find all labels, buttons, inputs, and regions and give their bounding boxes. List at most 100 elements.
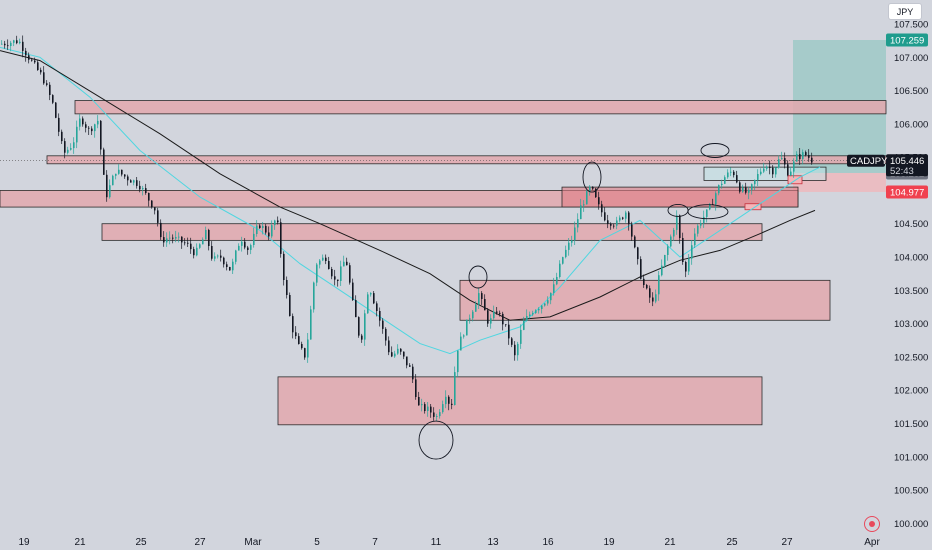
candle-body bbox=[601, 204, 603, 213]
candle-body bbox=[613, 225, 615, 227]
candle-body bbox=[376, 303, 378, 311]
candle-body bbox=[595, 188, 597, 198]
candle-body bbox=[724, 177, 726, 184]
candle-body bbox=[214, 256, 216, 259]
candle-body bbox=[664, 255, 666, 266]
candle-body bbox=[7, 45, 9, 47]
candle-body bbox=[583, 204, 585, 206]
candle-body bbox=[406, 356, 408, 366]
candle-body bbox=[121, 169, 123, 175]
candle-body bbox=[553, 284, 555, 293]
candle-body bbox=[124, 174, 126, 177]
candle-body bbox=[244, 241, 246, 248]
candle-body bbox=[538, 308, 540, 311]
candle-body bbox=[604, 212, 606, 221]
candle-body bbox=[43, 72, 45, 84]
candle-body bbox=[247, 247, 249, 250]
candle-body bbox=[652, 297, 654, 302]
candle-body bbox=[355, 300, 357, 318]
y-tick-label: 107.000 bbox=[894, 53, 928, 64]
candle-body bbox=[745, 187, 747, 193]
currency-button[interactable]: JPY bbox=[888, 3, 922, 20]
candle-body bbox=[655, 294, 657, 302]
circle-low[interactable] bbox=[418, 420, 454, 460]
candle-body bbox=[760, 171, 762, 175]
candle-body bbox=[679, 215, 681, 238]
zone-small-red-1 bbox=[787, 175, 803, 185]
candle-body bbox=[277, 220, 279, 223]
candle-body bbox=[781, 158, 783, 160]
x-tick-label: Apr bbox=[864, 537, 880, 548]
candle-body bbox=[310, 309, 312, 340]
candle-body bbox=[31, 59, 33, 61]
candle-body bbox=[589, 186, 591, 192]
zone-103-3[interactable] bbox=[459, 279, 831, 321]
target-price-tag-bg bbox=[886, 33, 928, 47]
candle-body bbox=[313, 282, 315, 310]
candle-body bbox=[544, 303, 546, 306]
candle-body bbox=[151, 200, 153, 208]
candle-body bbox=[748, 189, 750, 193]
moving-averages bbox=[0, 46, 821, 355]
candle-body bbox=[250, 245, 252, 250]
candle-body bbox=[373, 293, 375, 304]
candle-body bbox=[778, 159, 780, 168]
zone-104-4[interactable] bbox=[101, 223, 763, 241]
circle-1[interactable] bbox=[468, 265, 488, 289]
candle-body bbox=[478, 293, 480, 305]
candle-body bbox=[457, 350, 459, 373]
settings-dot bbox=[869, 521, 875, 527]
candle-body bbox=[400, 348, 402, 352]
price-axis[interactable]: 107.500107.000106.500106.000105.500105.0… bbox=[894, 20, 928, 530]
candle-body bbox=[85, 124, 87, 128]
candle-body bbox=[112, 175, 114, 186]
candle-body bbox=[499, 312, 501, 314]
candle-body bbox=[763, 168, 765, 172]
candle-body bbox=[805, 152, 807, 155]
candle-body bbox=[430, 406, 432, 413]
candle-body bbox=[142, 188, 144, 190]
zone-105-5[interactable] bbox=[46, 155, 887, 165]
candle-body bbox=[565, 249, 567, 258]
circle-2[interactable] bbox=[582, 161, 602, 193]
circle-4[interactable] bbox=[687, 204, 729, 220]
candle-body bbox=[766, 166, 768, 169]
zone-101-9[interactable] bbox=[277, 376, 763, 426]
candle-body bbox=[571, 240, 573, 243]
x-tick-label: 7 bbox=[372, 537, 378, 548]
candle-body bbox=[403, 351, 405, 357]
candle-body bbox=[772, 167, 774, 175]
candle-body bbox=[208, 230, 210, 246]
settings-icon[interactable] bbox=[864, 516, 880, 532]
candle-body bbox=[61, 131, 63, 142]
candle-body bbox=[412, 366, 414, 380]
candle-body bbox=[718, 185, 720, 194]
y-tick-label: 106.000 bbox=[894, 119, 928, 130]
candle-body bbox=[529, 314, 531, 316]
candle-body bbox=[130, 180, 132, 183]
candle-body bbox=[172, 237, 174, 239]
annotations[interactable] bbox=[418, 143, 730, 460]
candle-body bbox=[541, 305, 543, 309]
zones[interactable] bbox=[0, 100, 887, 426]
candle-body bbox=[625, 212, 627, 219]
circle-5[interactable] bbox=[700, 143, 730, 158]
x-tick-label: 25 bbox=[726, 537, 738, 548]
candle-body bbox=[700, 223, 702, 226]
zone-106[interactable] bbox=[74, 100, 887, 115]
candle-body bbox=[70, 148, 72, 150]
candle-body bbox=[286, 280, 288, 295]
candle-body bbox=[76, 126, 78, 143]
time-axis[interactable]: 19 21 25 27 Mar 5 7 11 13 16 19 21 25 27 Apr bbox=[18, 537, 880, 548]
candle-body bbox=[802, 152, 804, 160]
candle-body bbox=[262, 225, 264, 228]
candle-body bbox=[535, 310, 537, 313]
candle-body bbox=[280, 222, 282, 254]
candle-body bbox=[550, 292, 552, 301]
candle-body bbox=[274, 220, 276, 226]
countdown-tag: 52:43 bbox=[890, 166, 914, 177]
candle-body bbox=[643, 278, 645, 285]
candle-body bbox=[157, 210, 159, 223]
